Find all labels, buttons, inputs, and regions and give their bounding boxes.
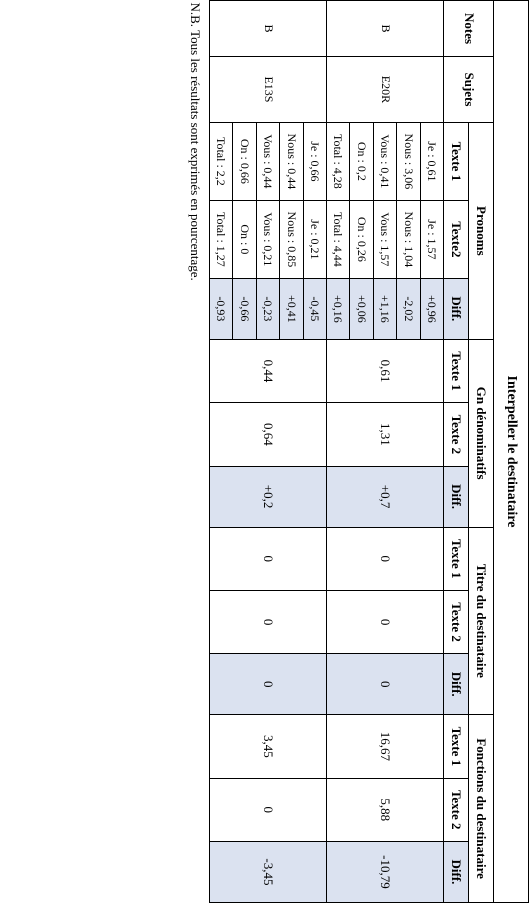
- note-cell: B: [327, 1, 444, 57]
- pron-t2: Je : 0,21: [303, 200, 326, 278]
- hdr-sujets: Sujets: [444, 57, 495, 123]
- pron-t1: Je : 0,66: [303, 122, 326, 200]
- pron-t1: On : 0,2: [350, 122, 373, 200]
- hdr-gn-diff: Diff.: [444, 466, 469, 527]
- pron-t1: Total : 4,28: [327, 122, 350, 200]
- hdr-titre-t1: Texte 1: [444, 527, 469, 590]
- hdr-pron-t2: Texte2: [444, 200, 469, 278]
- hdr-notes: Notes: [444, 1, 495, 57]
- pron-diff: -0,66: [233, 278, 256, 339]
- pron-diff: -2,02: [397, 278, 420, 339]
- gn-diff: +0,7: [327, 466, 444, 527]
- hdr-fonc-diff: Diff.: [444, 841, 469, 902]
- footnote-text: N.B. Tous les résultats sont exprimés en…: [183, 1, 210, 903]
- pron-t2: On : 0,26: [350, 200, 373, 278]
- fonc-t1: 3,45: [210, 715, 327, 778]
- gn-t1: 0,44: [210, 339, 327, 402]
- hdr-pron-t1: Texte 1: [444, 122, 469, 200]
- pron-t1: Total : 2,2: [210, 122, 233, 200]
- hdr-gn: Gn dénominatifs: [469, 339, 494, 527]
- hdr-titre-t2: Texte 2: [444, 590, 469, 653]
- pron-t1: Je : 0,61: [420, 122, 443, 200]
- titre-t1: 0: [327, 527, 444, 590]
- titre-diff: 0: [327, 654, 444, 715]
- hdr-titre-diff: Diff.: [444, 654, 469, 715]
- hdr-gn-t1: Texte 1: [444, 339, 469, 402]
- hdr-pron-diff: Diff.: [444, 278, 469, 339]
- hdr-fonc-t2: Texte 2: [444, 778, 469, 841]
- rotated-canvas: Interpeller le destinataire Notes Sujets…: [0, 0, 529, 903]
- fonc-diff: -3,45: [210, 841, 327, 902]
- pron-t1: Nous : 0,44: [280, 122, 303, 200]
- pron-diff: +0,06: [350, 278, 373, 339]
- pron-t2: Nous : 0,85: [280, 200, 303, 278]
- titre-t2: 0: [327, 590, 444, 653]
- hdr-fonctions: Fonctions du destinataire: [469, 715, 494, 903]
- gn-t2: 1,31: [327, 403, 444, 466]
- titre-t1: 0: [210, 527, 327, 590]
- hdr-titre: Titre du destinataire: [469, 527, 494, 715]
- pron-diff: -0,23: [256, 278, 279, 339]
- titre-t2: 0: [210, 590, 327, 653]
- gn-t1: 0,61: [327, 339, 444, 402]
- hdr-pronoms: Pronoms: [469, 122, 494, 339]
- pron-diff: +0,96: [420, 278, 443, 339]
- gn-diff: +0,2: [210, 466, 327, 527]
- pron-diff: -0,93: [210, 278, 233, 339]
- titre-diff: 0: [210, 654, 327, 715]
- pron-t2: Total : 4,44: [327, 200, 350, 278]
- fonc-t2: 0: [210, 778, 327, 841]
- pron-diff: +0,41: [280, 278, 303, 339]
- fonc-t1: 16,67: [327, 715, 444, 778]
- gn-t2: 0,64: [210, 403, 327, 466]
- pron-t1: On : 0,66: [233, 122, 256, 200]
- pron-diff: +1,16: [373, 278, 396, 339]
- pron-t2: Vous : 1,57: [373, 200, 396, 278]
- table-title: Interpeller le destinataire: [494, 1, 529, 903]
- hdr-gn-t2: Texte 2: [444, 403, 469, 466]
- note-cell: B: [210, 1, 327, 57]
- pron-t1: Nous : 3,06: [397, 122, 420, 200]
- pron-t1: Vous : 0,44: [256, 122, 279, 200]
- fonc-diff: -10,79: [327, 841, 444, 902]
- pron-diff: -0,45: [303, 278, 326, 339]
- pron-t2: Nous : 1,04: [397, 200, 420, 278]
- pron-t2: Vous : 0,21: [256, 200, 279, 278]
- sujet-cell: E13S: [210, 57, 327, 123]
- pron-diff: +0,16: [327, 278, 350, 339]
- pron-t1: Vous : 0,41: [373, 122, 396, 200]
- pron-t2: Je : 1,57: [420, 200, 443, 278]
- fonc-t2: 5,88: [327, 778, 444, 841]
- main-table: Interpeller le destinataire Notes Sujets…: [183, 0, 529, 903]
- pron-t2: On : 0: [233, 200, 256, 278]
- sujet-cell: E20R: [327, 57, 444, 123]
- hdr-fonc-t1: Texte 1: [444, 715, 469, 778]
- pron-t2: Total : 1,27: [210, 200, 233, 278]
